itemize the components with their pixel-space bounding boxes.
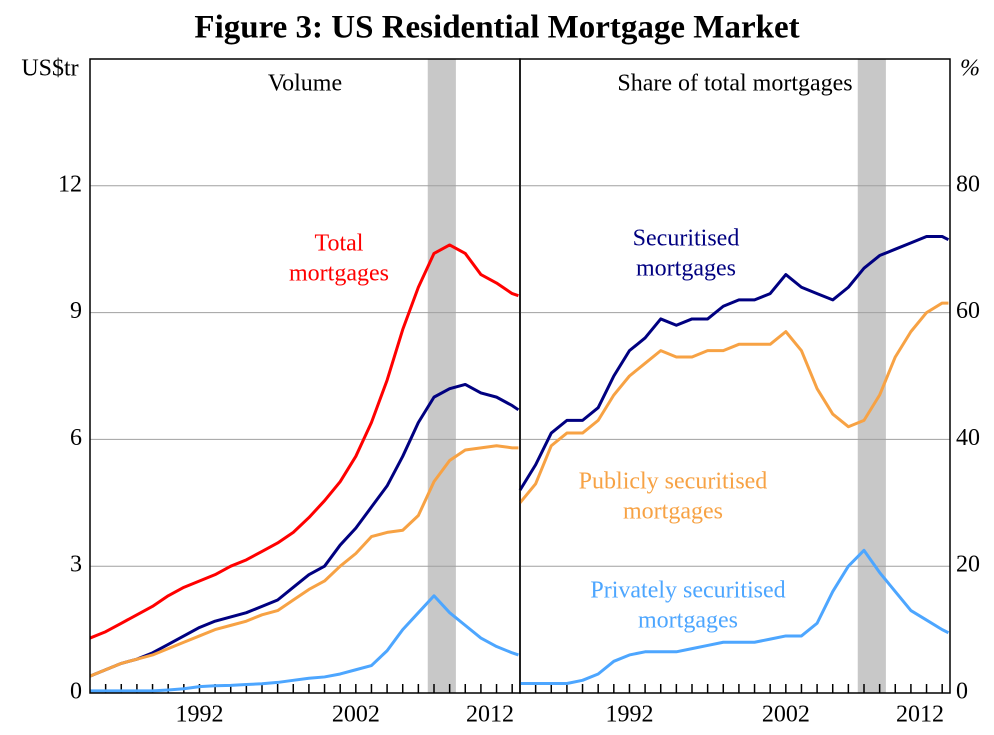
series-line xyxy=(89,382,520,678)
plot-frame xyxy=(519,58,951,694)
y-tick-label: 60 xyxy=(956,298,980,324)
series-line xyxy=(89,243,519,640)
series-label: mortgages xyxy=(623,499,723,525)
x-tick-label: 2012 xyxy=(466,702,514,728)
panel-title: Share of total mortgages xyxy=(617,71,852,97)
x-tick-label: 1992 xyxy=(605,702,653,728)
shaded-period xyxy=(857,59,886,693)
x-tick-label: 2002 xyxy=(332,702,380,728)
y-tick-label: 0 xyxy=(70,679,82,705)
series-label: Total xyxy=(315,231,364,257)
y-tick-label: 6 xyxy=(70,425,82,451)
y-tick-label: 12 xyxy=(58,171,82,197)
x-tick-label: 1992 xyxy=(175,702,223,728)
y-axis-label: US$tr xyxy=(21,56,78,82)
y-tick-label: 9 xyxy=(70,298,82,324)
y-tick-label: 0 xyxy=(956,679,968,705)
series-line xyxy=(89,444,519,678)
panel-title: Volume xyxy=(268,71,342,97)
series-label: Securitised xyxy=(633,226,740,252)
series-line xyxy=(518,235,950,491)
series-label: Publicly securitised xyxy=(579,469,768,495)
series-line xyxy=(520,548,950,685)
shaded-period xyxy=(427,59,456,693)
y-axis-label: % xyxy=(960,56,980,82)
y-tick-label: 3 xyxy=(70,552,82,578)
series-label: mortgages xyxy=(289,261,389,287)
x-tick-label: 2002 xyxy=(762,702,810,728)
y-tick-label: 20 xyxy=(956,552,980,578)
y-tick-label: 40 xyxy=(956,425,980,451)
y-tick-label: 80 xyxy=(956,171,980,197)
series-label: mortgages xyxy=(636,256,736,282)
series-label: Privately securitised xyxy=(590,578,785,604)
series-line xyxy=(518,301,949,504)
series-label: mortgages xyxy=(638,608,738,634)
series-line xyxy=(90,594,519,693)
chart-title: Figure 3: US Residential Mortgage Market xyxy=(194,10,799,46)
x-tick-label: 2012 xyxy=(896,702,944,728)
